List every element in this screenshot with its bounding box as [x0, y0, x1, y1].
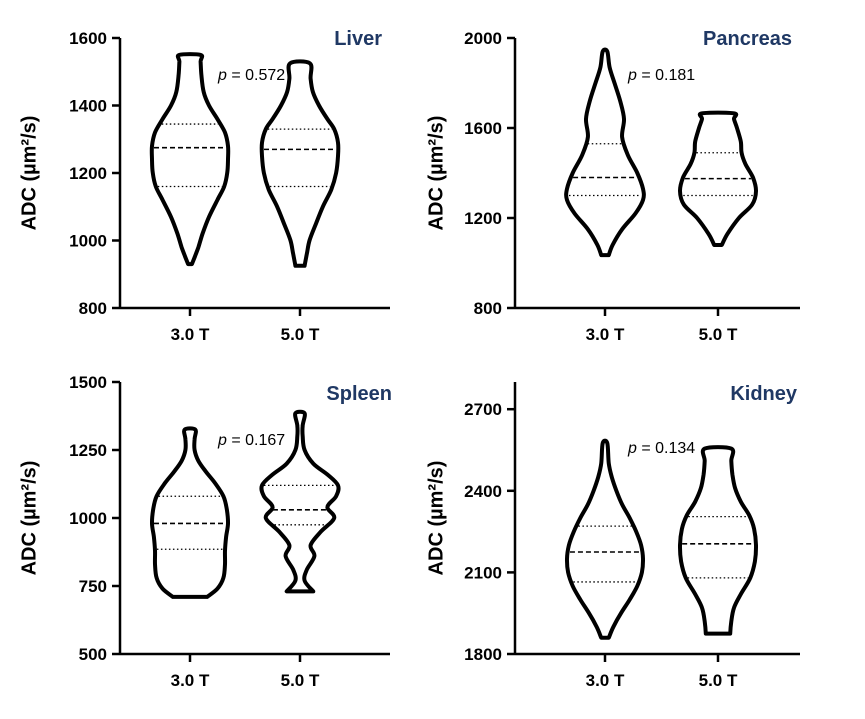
y-axis-label: ADC (µm²/s) — [425, 461, 447, 576]
p-value-annotation: p = 0.167 — [217, 432, 285, 449]
violin-30t — [149, 52, 231, 267]
violin-30t — [564, 438, 646, 640]
y-axis-label: ADC (µm²/s) — [18, 461, 40, 576]
violin-30t — [564, 47, 646, 258]
y-tick-label: 800 — [79, 299, 107, 318]
p-value-annotation: p = 0.181 — [627, 67, 695, 84]
violin-50t — [259, 59, 341, 268]
x-tick-label: 5.0 T — [281, 671, 320, 690]
panel-title: Pancreas — [703, 28, 792, 50]
y-tick-label: 2700 — [464, 400, 502, 419]
y-tick-label: 1400 — [69, 97, 107, 116]
y-tick-label: 2100 — [464, 563, 502, 582]
y-tick-label: 500 — [79, 645, 107, 664]
y-tick-label: 1500 — [69, 373, 107, 392]
y-tick-label: 1250 — [69, 441, 107, 460]
y-tick-label: 2000 — [464, 29, 502, 48]
panel-title: Kidney — [730, 383, 798, 405]
x-tick-label: 3.0 T — [171, 671, 210, 690]
y-tick-label: 1600 — [464, 119, 502, 138]
y-tick-label: 1000 — [69, 509, 107, 528]
y-tick-label: 1200 — [464, 209, 502, 228]
y-tick-label: 1800 — [464, 645, 502, 664]
panel-title: Liver — [334, 28, 382, 50]
x-tick-label: 5.0 T — [699, 671, 738, 690]
x-tick-label: 3.0 T — [586, 671, 625, 690]
y-tick-label: 2400 — [464, 482, 502, 501]
panel-liver: 800 1000 1200 1400 1600 3.0 T 5.0 T ADC (µm²/s)… — [18, 28, 390, 344]
y-tick-label: 800 — [474, 299, 502, 318]
x-tick-label: 3.0 T — [586, 325, 625, 344]
p-value-annotation: p = 0.134 — [627, 440, 695, 457]
violin-50t — [677, 445, 759, 636]
y-axis-label: ADC (µm²/s) — [425, 116, 447, 231]
x-tick-label: 3.0 T — [171, 325, 210, 344]
y-tick-label: 1600 — [69, 29, 107, 48]
panel-kidney: 1800 2100 2400 2700 3.0 T 5.0 T ADC (µm²/s) Kid… — [425, 382, 800, 690]
p-value-annotation: p = 0.572 — [217, 67, 285, 84]
x-tick-label: 5.0 T — [281, 325, 320, 344]
violin-30t — [149, 426, 231, 599]
panel-title: Spleen — [326, 383, 392, 405]
panel-pancreas: 800 1200 1600 2000 3.0 T 5.0 T ADC (µm²/s) Panc… — [425, 28, 800, 344]
x-tick-label: 5.0 T — [699, 325, 738, 344]
y-tick-label: 750 — [79, 577, 107, 596]
panel-spleen: 500 750 1000 1250 1500 3.0 T 5.0 T ADC (µm²/s) S… — [18, 373, 392, 690]
y-tick-label: 1000 — [69, 232, 107, 251]
y-tick-label: 1200 — [69, 164, 107, 183]
y-axis-label: ADC (µm²/s) — [18, 116, 40, 231]
violin-50t — [259, 409, 341, 594]
